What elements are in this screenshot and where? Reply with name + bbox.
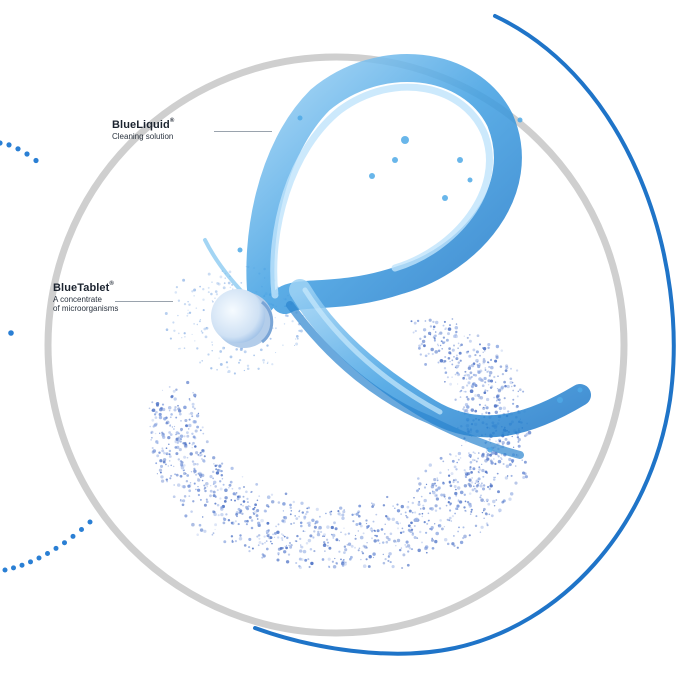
blueliquid-registered-mark: ®	[169, 118, 175, 124]
bluetablet-title: BlueTablet®	[53, 281, 118, 295]
blueliquid-title: BlueLiquid®	[112, 118, 175, 132]
dotted-arc-top	[0, 140, 39, 164]
liquid-splash	[203, 54, 591, 459]
dotted-arc-middle	[8, 330, 14, 336]
bluetablet-registered-mark: ®	[109, 281, 114, 287]
blueliquid-leader-line	[214, 131, 272, 132]
bluetablet-leader-line	[115, 301, 173, 302]
accent-arc	[253, 14, 676, 656]
dotted-arc-bottom	[2, 519, 93, 573]
blueliquid-name: BlueLiquid	[112, 119, 170, 131]
blueliquid-description: Cleaning solution	[112, 131, 174, 141]
bluetablet-description-line1: A concentrate	[53, 294, 102, 304]
callout-bluetablet: BlueTablet® A concentrate of microorgani…	[53, 281, 173, 313]
liquid-droplets	[237, 115, 583, 453]
bluetablet-description-line2: of microorganisms	[53, 303, 119, 313]
tablet-image	[211, 289, 274, 348]
ring-frame	[44, 53, 628, 637]
bluetablet-name: BlueTablet	[53, 282, 110, 294]
callout-blueliquid: BlueLiquid® Cleaning solution	[112, 118, 272, 141]
